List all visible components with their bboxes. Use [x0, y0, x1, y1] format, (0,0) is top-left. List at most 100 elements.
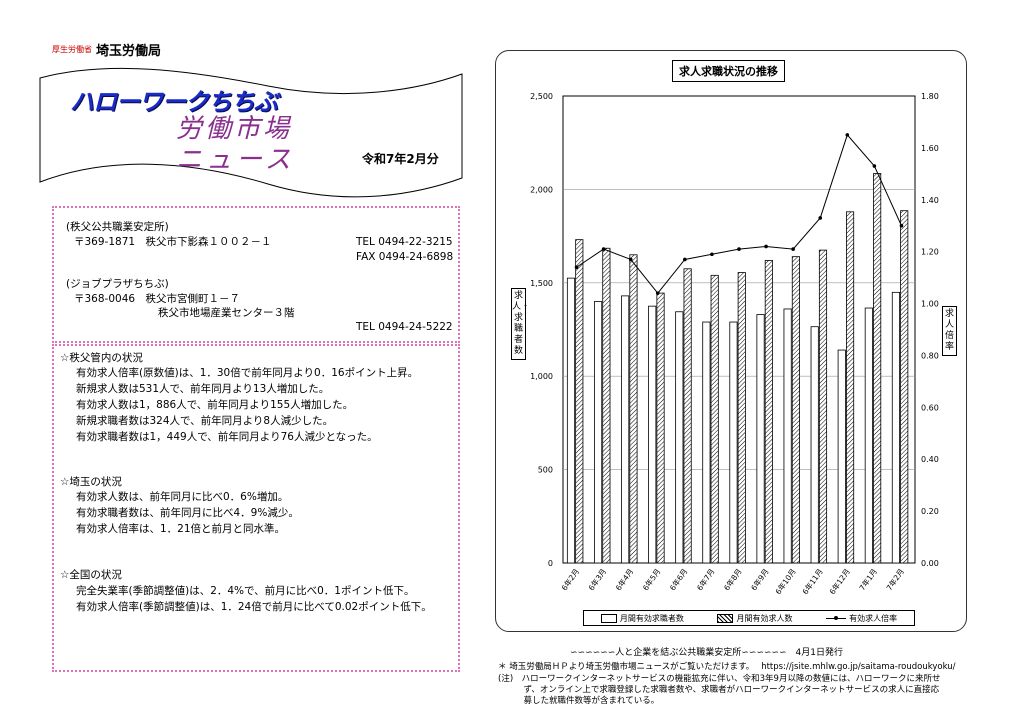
situation-box [52, 344, 460, 672]
logo: 厚生労働省 埼玉労働局 [52, 40, 161, 59]
legend-item: 月間有効求職者数 [600, 613, 684, 624]
bar-job-offers [683, 268, 692, 564]
section-heading-chichibu: ☆秩父管内の状況 [60, 352, 143, 364]
office-name-chichibu: (秩父公共職業安定所) [66, 221, 169, 233]
y-right-tick-label: 0.60 [921, 403, 939, 412]
y-right-tick-label: 1.40 [921, 196, 939, 205]
footer-slogan: ∽∽∽∽∽∽人と企業を結ぶ公共職業安定所∽∽∽∽∽∽ 4月1日発行 [570, 648, 843, 658]
org-name: 埼玉労働局 [96, 44, 162, 59]
bar-job-seekers [648, 305, 657, 564]
banner-subtitle-2: ニュース [176, 145, 295, 175]
ratio-point [710, 252, 714, 257]
legend-item: 月間有効求人数 [717, 613, 792, 624]
section-line: 有効求人数は1，886人で、前年同月より155人増加した。 [76, 399, 354, 411]
ratio-point [737, 247, 741, 251]
footer-link: ＊ 埼玉労働局ＨＰより埼玉労働市場ニュースがご覧いただけます。 https://… [498, 662, 956, 672]
ratio-point [683, 257, 687, 262]
bar-job-offers [629, 254, 638, 564]
x-tick-label: 6年5月 [640, 566, 662, 592]
section-line: 有効求人数は、前年同月に比べ0．6%増加。 [76, 491, 289, 503]
x-tick-label: 6年9月 [748, 566, 770, 592]
ratio-point [791, 247, 795, 251]
bar-job-seekers [702, 321, 711, 564]
x-tick-label: 6年8月 [721, 566, 743, 592]
y-left-tick-label: 2,500 [530, 92, 553, 101]
bar-job-seekers [621, 295, 630, 564]
legend-item: 有効求人倍率 [826, 613, 897, 624]
x-tick-label: 6年10月 [773, 566, 798, 596]
bar-job-seekers [810, 326, 819, 564]
x-tick-label: 6年12月 [827, 566, 852, 596]
footer-note-line: (注) ハローワークインターネットサービスの機能拡充に伴い、令和3年9月以降の数… [498, 674, 941, 684]
x-tick-label: 7年1月 [857, 566, 879, 592]
ratio-point [818, 216, 823, 220]
bar-job-seekers [783, 308, 792, 564]
chart-frame [495, 50, 967, 632]
bar-job-offers [846, 211, 855, 564]
section-line: 有効求職者数は、前年同月に比べ4．9%減少。 [76, 507, 299, 519]
bar-job-offers [818, 249, 828, 564]
legend-label: 月間有効求人数 [736, 613, 793, 623]
y-left-tick-label: 500 [538, 466, 553, 475]
bar-job-offers [575, 239, 584, 564]
section-line: 有効求人倍率は、1．21倍と前月と同水準。 [76, 523, 286, 535]
legend-swatch-line [826, 615, 847, 620]
y-right-tick-label: 0.40 [921, 455, 939, 464]
bar-job-offers [791, 256, 800, 564]
section-line: 新規求人数は531人で、前年同月より13人増加した。 [76, 383, 330, 395]
section-line: 有効求職者数は1，449人で、前年同月より76人減少となった。 [76, 431, 378, 443]
chart-svg: 0 500 1,000 1,500 2,000 2,500 0.00 0.20 0.40 0.60… [530, 92, 939, 596]
ratio-point [601, 247, 606, 251]
office-address-chichibu: 〒369-1871 秩父市下影森１００２－１ [74, 236, 272, 248]
issue-date: 令和7年2月分 [362, 152, 439, 166]
bar-job-seekers [756, 314, 765, 564]
banner-flag [39, 67, 463, 198]
y-right-tick-label: 0.00 [921, 559, 939, 568]
y-right-tick-label: 1.60 [921, 144, 939, 153]
bar-job-seekers [864, 307, 873, 564]
x-tick-label: 6年3月 [586, 566, 608, 592]
logo-mark: 厚生労働省 [52, 45, 92, 54]
bar-job-offers [764, 259, 773, 564]
section-heading-national: ☆全国の状況 [60, 569, 122, 581]
y-right-tick-label: 1.20 [921, 248, 939, 257]
section-line: 新規求職者数は324人で、前年同月より8人減少した。 [76, 415, 334, 427]
x-tick-label: 6年7月 [694, 566, 716, 592]
bar-job-offers [737, 272, 746, 564]
banner-subtitle-1: 労働市場 [176, 114, 293, 144]
footer-note-line: ず、オンライン上で求職登録した求職者数や、求職者がハローワークインターネットサー… [498, 685, 940, 695]
ratio-point [872, 164, 877, 168]
bar-job-seekers [837, 349, 846, 564]
chart-title: 求人求職状況の推移 [672, 60, 785, 82]
bar-job-seekers [566, 277, 576, 564]
y-right-tick-label: 0.80 [921, 351, 939, 360]
bar-job-offers [900, 210, 909, 564]
x-tick-label: 6年6月 [667, 566, 689, 592]
bar-job-seekers [675, 311, 684, 564]
bar-job-seekers [729, 321, 738, 564]
section-line: 有効求人倍率(原数値)は、1．30倍で前年同月より0．16ポイント上昇。 [76, 367, 419, 379]
footer-note-line: 募した就職件数等が含まれている。 [498, 696, 660, 706]
y-right-tick-label: 1.00 [921, 300, 939, 309]
y-right-tick-label: 0.20 [921, 507, 939, 516]
ratio-point [574, 265, 579, 270]
ratio-point [655, 291, 660, 295]
section-heading-saitama: ☆埼玉の状況 [60, 476, 122, 488]
office-name-jobplaza: (ジョブプラザちちぶ) [66, 278, 169, 290]
x-tick-label: 6年2月 [559, 566, 581, 592]
office-address2-jobplaza: 秩父市地場産業センター３階 [158, 307, 295, 319]
section-line: 有効求人倍率(季節調整値)は、1．24倍で前月に比べて0.02ポイント低下。 [76, 601, 432, 613]
legend-label: 月間有効求職者数 [619, 613, 684, 623]
office-info-box [52, 206, 460, 343]
y-left-tick-label: 1,500 [530, 279, 553, 288]
section-line: 完全失業率(季節調整値)は、2．4%で、前月に比べ0．1ポイント低下。 [76, 585, 415, 597]
footer-note: (注) ハローワークインターネットサービスの機能拡充に伴い、令和3年9月以降の数… [498, 674, 968, 707]
y-left-tick-label: 0 [548, 559, 553, 568]
y-left-tick-label: 2,000 [530, 185, 553, 194]
chart-legend: 月間有効求職者数 月間有効求人数 有効求人倍率 [583, 610, 915, 626]
y-right-tick-label: 1.80 [921, 92, 939, 101]
ratio-point [628, 257, 633, 262]
legend-swatch-hatched [717, 613, 734, 623]
office-tel-chichibu: TEL 0494-22-3215 [356, 236, 453, 248]
office-tel-jobplaza: TEL 0494-24-5222 [356, 321, 453, 333]
